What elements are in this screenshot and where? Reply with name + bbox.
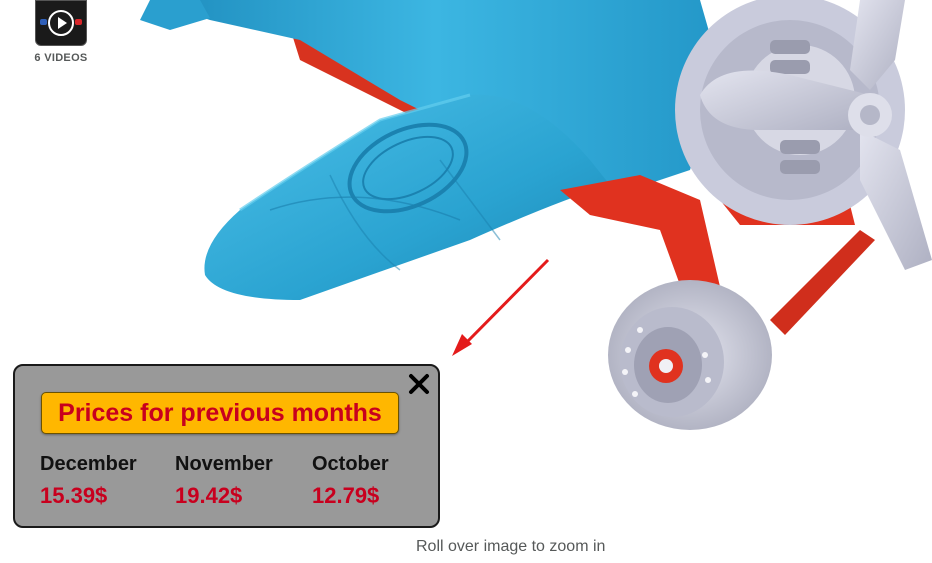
month-name: December [40, 453, 137, 475]
price-history-popup: Prices for previous months December 15.3… [13, 364, 440, 528]
month-column: October 12.79$ [312, 452, 389, 508]
video-count-label[interactable]: 6 VIDEOS [34, 52, 88, 64]
month-column: November 19.42$ [175, 452, 273, 508]
close-icon[interactable] [406, 371, 432, 397]
thumbnail-stripe [40, 19, 47, 25]
play-icon [48, 10, 74, 36]
month-name: November [175, 453, 273, 475]
popup-title: Prices for previous months [41, 392, 399, 434]
month-column: December 15.39$ [40, 452, 137, 508]
month-price: 12.79$ [312, 483, 380, 508]
video-thumbnail[interactable] [35, 0, 87, 46]
month-price: 15.39$ [40, 483, 108, 508]
month-price: 19.42$ [175, 483, 243, 508]
thumbnail-stripe [75, 19, 82, 25]
month-name: October [312, 453, 389, 475]
zoom-hint: Roll over image to zoom in [416, 538, 606, 555]
